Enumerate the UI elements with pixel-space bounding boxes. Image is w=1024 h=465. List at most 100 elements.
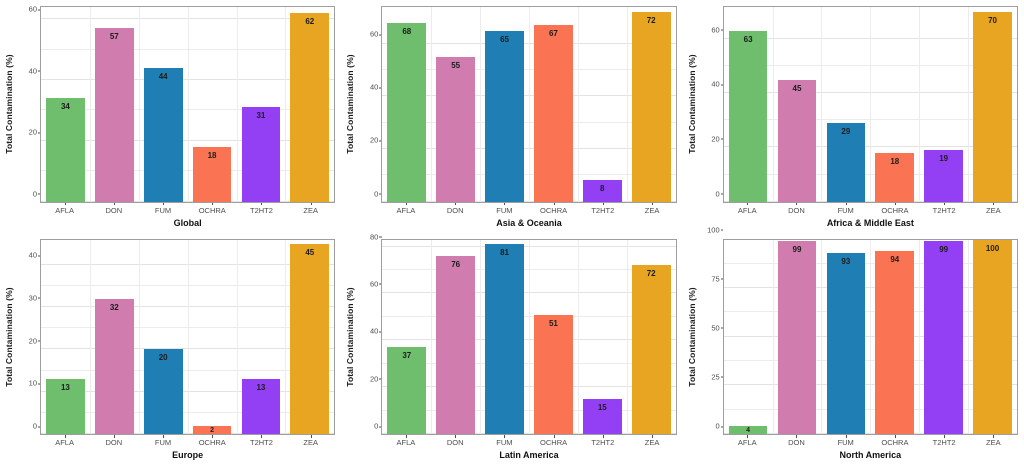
bar-value-label: 37 [402,351,412,361]
bar-fum[interactable]: 44 [143,67,183,202]
bar-value-label: 13 [60,383,70,393]
y-tick-label: 40 [369,326,383,336]
y-axis-title: Total Contamination (%) [685,239,699,436]
y-tick-label: 20 [369,135,383,145]
bar-value-label: 15 [597,402,607,412]
bar-value-label: 62 [305,17,315,27]
bar-don[interactable]: 45 [777,79,817,202]
gridline-vertical [236,239,238,434]
bar-don[interactable]: 99 [777,241,817,434]
gridline-major [723,239,1017,240]
bar-ochra[interactable]: 94 [875,251,915,434]
x-tick-label-don: DON [436,435,475,449]
y-axis-ticks: 0 20 40 60 [16,5,42,203]
bar-zea[interactable]: 45 [290,243,330,434]
bar-value-label: 100 [985,243,1000,253]
bar-slot: 32 [94,240,134,434]
bar-slot: 76 [436,240,475,434]
bar-afla[interactable]: 34 [46,98,85,202]
bar-ochra[interactable]: 67 [534,25,573,202]
bar-zea[interactable]: 62 [290,13,330,202]
y-tick-label: 100 [707,225,723,234]
bar-slot: 19 [924,7,964,202]
bar-t2ht2[interactable]: 8 [582,180,622,202]
gridline-vertical [187,239,189,434]
bar-afla[interactable]: 13 [46,379,85,434]
bar-slot: 72 [631,240,671,434]
x-axis-title: Latin America [499,450,559,460]
y-tick-label: 20 [369,374,383,384]
bar-slot: 67 [534,7,573,202]
bar-don[interactable]: 32 [94,298,134,434]
bar-value-label: 29 [841,127,851,137]
gridline-vertical [480,239,482,434]
bar-slot: 68 [387,7,427,202]
bar-t2ht2[interactable]: 19 [924,150,964,202]
gridline-vertical [870,7,872,202]
gridline-vertical [919,239,921,434]
x-axis-title: Asia & Oceania [496,217,562,228]
x-tick-label-ochra: OCHRA [193,435,232,449]
bar-zea[interactable]: 70 [973,12,1012,202]
x-tick-label-afla: AFLA [45,202,84,217]
x-tick-label-fum: FUM [144,202,183,217]
x-axis-ticks: AFLA DON FUM OCHRA T2HT2 ZEA [723,202,1018,217]
bar-value-label: 63 [743,35,753,45]
bar-zea[interactable]: 72 [631,265,671,434]
bar-slot: 37 [387,240,427,434]
bar-afla[interactable]: 37 [387,347,427,434]
bar-don[interactable]: 57 [94,28,134,202]
bar-fum[interactable]: 81 [485,244,524,434]
x-tick-label-t2ht2: T2HT2 [583,435,622,449]
bar-t2ht2[interactable]: 31 [241,107,281,202]
bar-ochra[interactable]: 2 [192,425,232,434]
bar-value-label: 18 [207,150,217,160]
y-tick-label: 60 [369,29,383,39]
bar-t2ht2[interactable]: 15 [582,398,622,434]
bar-slot: 62 [290,7,330,202]
bar-zea[interactable]: 72 [631,12,671,202]
bar-value-label: 57 [109,32,119,42]
gridline-vertical [577,7,579,202]
bar-t2ht2[interactable]: 99 [924,241,964,434]
plot-panel: 4 99 93 94 99 100 [722,238,1018,435]
bar-zea[interactable]: 100 [973,239,1012,434]
bar-slot: 18 [875,7,915,202]
bar-slot: 55 [436,7,475,202]
x-tick-label-zea: ZEA [974,435,1013,449]
gridline-vertical [968,7,970,202]
bar-value-label: 93 [841,257,851,267]
y-tick-label: 30 [28,293,42,303]
bar-slot: 45 [290,240,330,434]
bar-fum[interactable]: 65 [485,30,524,202]
facet-panel-latin-america: Total Contamination (%) 0 20 40 60 80 37 76 81 51… [341,232,682,465]
x-tick-label-don: DON [94,435,133,449]
x-tick-label-zea: ZEA [291,202,330,217]
x-tick-label-afla: AFLA [728,435,767,449]
y-axis-ticks: 0 10 20 30 40 [16,239,42,436]
bar-ochra[interactable]: 18 [192,146,232,202]
y-tick-label: 0 [32,189,41,198]
bar-fum[interactable]: 93 [826,253,866,434]
bar-don[interactable]: 76 [436,255,475,434]
facet-panel-europe: Total Contamination (%) 0 10 20 30 40 13 32 20 2 1… [0,233,341,465]
bar-t2ht2[interactable]: 13 [241,379,281,434]
gridline-vertical [89,239,91,434]
bar-fum[interactable]: 29 [826,123,866,202]
bar-don[interactable]: 55 [436,56,475,202]
bar-fum[interactable]: 20 [143,349,183,434]
bar-afla[interactable]: 68 [387,22,427,202]
bar-slot: 57 [94,7,134,202]
gridline-vertical [138,7,140,202]
bar-value-label: 65 [500,34,509,44]
gridline-vertical [431,239,433,434]
bar-ochra[interactable]: 51 [534,314,573,434]
facet-panel-north-america: Total Contamination (%) 0 25 50 75 100 4 99 93 94… [683,225,1024,465]
bar-afla[interactable]: 4 [728,426,768,434]
bar-slot: 8 [582,7,622,202]
y-axis-title-text: Total Contamination (%) [686,54,697,154]
bar-slot: 29 [826,7,866,202]
bar-afla[interactable]: 63 [728,31,768,202]
bar-ochra[interactable]: 18 [875,152,915,202]
gridline-vertical [821,7,823,202]
